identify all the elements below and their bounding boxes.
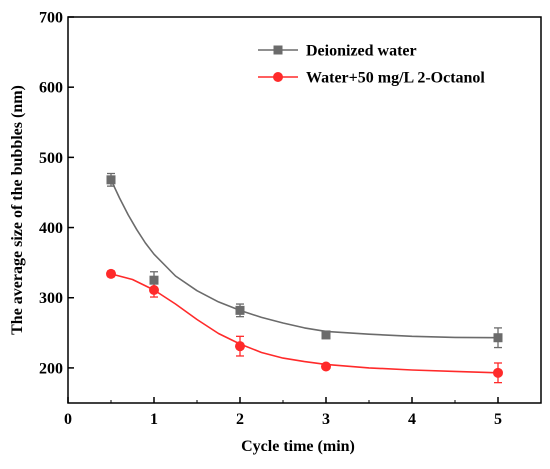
data-point-series-1 xyxy=(149,275,159,285)
x-tick-label: 4 xyxy=(408,411,416,428)
fit-curves xyxy=(110,179,499,374)
y-tick-label: 400 xyxy=(39,220,63,237)
error-bars xyxy=(107,172,502,384)
x-tick-label: 3 xyxy=(322,411,330,428)
y-axis-title: The average size of the bubbles (nm) xyxy=(9,85,26,335)
x-axis-title: Cycle time (min) xyxy=(241,438,355,455)
data-point-series-2 xyxy=(149,285,159,296)
legend: Deionized water Water+50 mg/L 2-Octanol xyxy=(258,43,485,87)
data-point-series-2 xyxy=(493,367,503,378)
y-tick-label: 600 xyxy=(39,80,63,97)
x-tick-label: 1 xyxy=(150,411,158,428)
y-tick-label: 300 xyxy=(39,290,63,307)
data-markers xyxy=(106,175,503,378)
legend-entry-series-1: Deionized water xyxy=(258,43,417,60)
y-tick-label: 500 xyxy=(39,150,63,167)
legend-label: Water+50 mg/L 2-Octanol xyxy=(306,70,485,87)
legend-marker xyxy=(273,45,283,55)
data-point-series-2 xyxy=(321,361,331,372)
legend-entry-series-2: Water+50 mg/L 2-Octanol xyxy=(258,70,485,87)
fit-curve-series-1 xyxy=(110,179,499,339)
data-point-series-2 xyxy=(106,268,116,279)
data-point-series-1 xyxy=(493,333,503,343)
y-tick-label: 700 xyxy=(39,10,63,27)
legend-marker xyxy=(273,72,283,82)
x-tick-label: 0 xyxy=(64,411,72,428)
data-point-series-1 xyxy=(321,330,331,340)
x-tick-label: 5 xyxy=(494,411,502,428)
axes: 0 1 2 3 4 5 200 300 400 500 600 700 xyxy=(39,10,542,428)
fit-curve-series-2 xyxy=(110,273,499,374)
legend-label: Deionized water xyxy=(306,43,417,60)
x-tick-label: 2 xyxy=(236,411,244,428)
y-tick-label: 200 xyxy=(39,360,63,377)
data-point-series-1 xyxy=(106,175,116,185)
plot-frame xyxy=(67,16,542,404)
data-point-series-1 xyxy=(235,305,245,315)
data-point-series-2 xyxy=(235,341,245,352)
